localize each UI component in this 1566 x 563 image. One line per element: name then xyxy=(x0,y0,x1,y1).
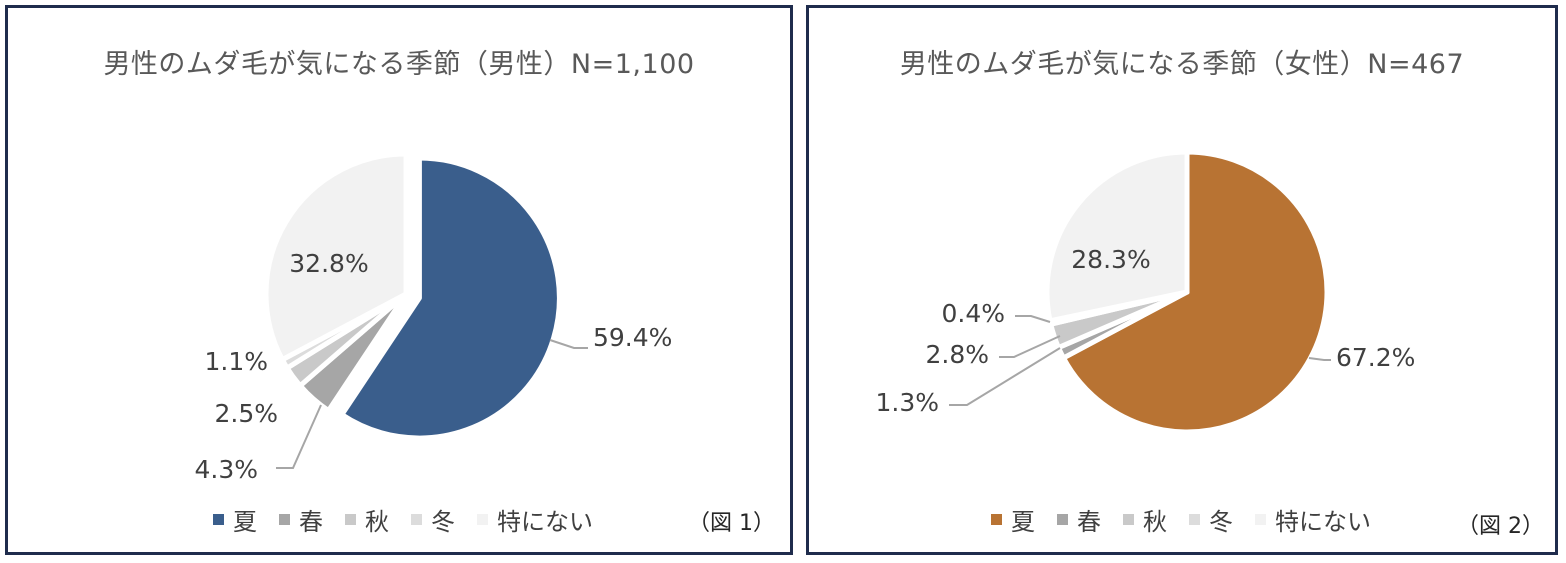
legend-swatch xyxy=(1255,514,1266,525)
legend-item: 特にない xyxy=(477,502,593,537)
legend-label: 春 xyxy=(299,508,323,536)
leader-line xyxy=(1308,357,1331,361)
legend-swatch xyxy=(411,514,422,525)
data-label: 28.3% xyxy=(1071,245,1150,274)
legend-item: 冬 xyxy=(411,502,455,537)
leader-line xyxy=(549,339,588,349)
data-label: 2.8% xyxy=(925,340,989,369)
data-label: 1.1% xyxy=(204,347,268,376)
legend-swatch xyxy=(991,514,1002,525)
leader-line xyxy=(1015,315,1051,323)
pie-slice-特にない xyxy=(263,151,409,363)
legend-label: 夏 xyxy=(1011,508,1035,536)
data-label: 67.2% xyxy=(1336,343,1415,372)
legend-swatch xyxy=(1189,514,1200,525)
legend-label: 秋 xyxy=(365,508,389,536)
legend: 夏 春 秋 冬 特にない xyxy=(213,502,615,537)
chart-panel-women: 男性のムダ毛が気になる季節（女性）N=467 67.2% 1.3% 2.8% 0.4%… xyxy=(806,5,1558,555)
legend-label: 特にない xyxy=(497,508,593,536)
pie-slice-夏 xyxy=(339,155,562,441)
data-label: 2.5% xyxy=(214,399,278,428)
legend-item: 夏 xyxy=(991,502,1035,537)
legend-swatch xyxy=(1123,514,1134,525)
legend-item: 春 xyxy=(1057,502,1101,537)
legend-label: 春 xyxy=(1077,508,1101,536)
legend-swatch xyxy=(279,514,290,525)
legend-label: 冬 xyxy=(431,508,455,536)
leader-line xyxy=(276,404,322,469)
data-label: 59.4% xyxy=(593,323,672,352)
legend: 夏 春 秋 冬 特にない xyxy=(991,502,1393,537)
data-label: 32.8% xyxy=(289,249,368,278)
chart-title: 男性のムダ毛が気になる季節（男性）N=1,100 xyxy=(103,49,695,80)
leader-line xyxy=(949,347,1061,406)
legend-label: 秋 xyxy=(1143,508,1167,536)
data-label: 1.3% xyxy=(875,388,939,417)
figure-note: （図 1） xyxy=(688,511,775,536)
legend-label: 特にない xyxy=(1275,508,1371,536)
leader-line xyxy=(999,335,1061,358)
pie-slice-夏 xyxy=(1060,149,1330,435)
legend-swatch xyxy=(477,514,488,525)
legend-item: 春 xyxy=(279,502,323,537)
legend-label: 冬 xyxy=(1209,508,1233,536)
pie-slice-特にない xyxy=(1044,149,1190,324)
data-label: 4.3% xyxy=(194,455,258,484)
legend-item: 夏 xyxy=(213,502,257,537)
pie-chart: 67.2% 1.3% 2.8% 0.4% 28.3% xyxy=(875,149,1415,435)
legend-label: 夏 xyxy=(233,508,257,536)
figure-note: （図 2） xyxy=(1457,514,1544,539)
data-label: 0.4% xyxy=(941,299,1005,328)
legend-swatch xyxy=(213,514,224,525)
legend-swatch xyxy=(345,514,356,525)
legend-item: 冬 xyxy=(1189,502,1233,537)
pie-chart: 59.4% 4.3% 2.5% 1.1% 32.8% xyxy=(194,151,672,484)
legend-item: 秋 xyxy=(1123,502,1167,537)
chart-title: 男性のムダ毛が気になる季節（女性）N=467 xyxy=(899,49,1465,80)
chart-panel-men: 男性のムダ毛が気になる季節（男性）N=1,100 59.4% 4.3% 2.5% 1.… xyxy=(5,5,793,555)
legend-swatch xyxy=(1057,514,1068,525)
legend-item: 特にない xyxy=(1255,502,1371,537)
legend-item: 秋 xyxy=(345,502,389,537)
